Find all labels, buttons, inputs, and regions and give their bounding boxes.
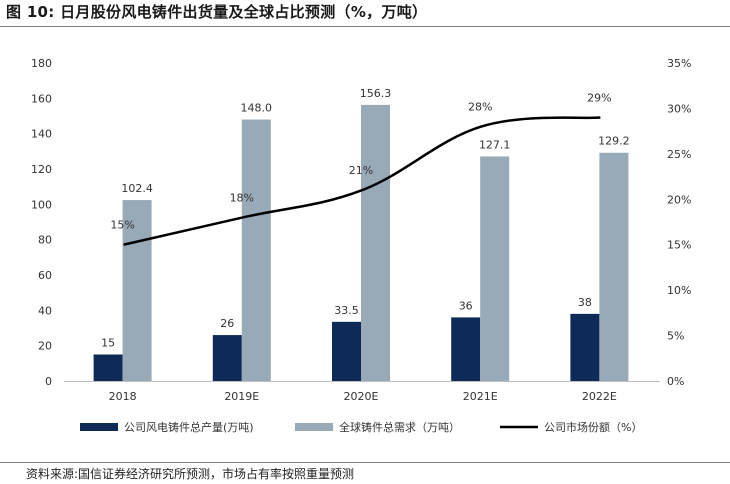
chart: 0 20 40 60 80 100 120 140 160 180 0% 5% 10% 15% 20% 25… — [31, 57, 691, 434]
bar-data-label: 127.1 — [479, 138, 511, 151]
y-left-tick-label: 180 — [31, 57, 52, 70]
bar-data-label: 38 — [578, 296, 592, 309]
y-left-tick-label: 100 — [31, 198, 52, 211]
x-tick-label: 2018 — [109, 390, 137, 403]
line-data-label: 15% — [110, 219, 134, 232]
bar-data-label: 102.4 — [121, 182, 153, 195]
legend-label: 公司市场份额（%） — [544, 420, 642, 434]
y-left-tick-label: 160 — [31, 92, 52, 105]
y-left-axis: 0 20 40 60 80 100 120 140 160 180 — [31, 57, 52, 388]
y-left-tick-label: 20 — [38, 340, 52, 353]
y-right-tick-label: 10% — [667, 284, 691, 297]
bar-global-demand — [361, 104, 390, 382]
y-right-tick-label: 0% — [667, 375, 684, 388]
y-left-tick-label: 40 — [38, 304, 52, 317]
y-right-tick-label: 20% — [667, 193, 691, 206]
y-right-axis: 0% 5% 10% 15% 20% 25% 30% 35% — [667, 57, 691, 388]
legend-label: 公司风电铸件总产量(万吨) — [124, 420, 254, 434]
legend-swatch — [295, 423, 333, 431]
x-axis: 2018 2019E 2020E 2021E 2022E — [109, 390, 617, 403]
x-tick-label: 2021E — [463, 390, 498, 403]
bars: 15 26 33.5 36 38 102.4 148.0 156.3 127.1 129.2 — [93, 87, 630, 382]
y-left-tick-label: 80 — [38, 234, 52, 247]
bar-company-output — [212, 335, 242, 381]
legend-swatch — [80, 423, 118, 431]
legend-label: 全球铸件总需求（万吨） — [339, 420, 460, 434]
source-note: 资料来源:国信证券经济研究所预测，市场占有率按照重量预测 — [26, 467, 355, 481]
share-line: 15% 18% 21% 28% 29% — [110, 92, 612, 246]
bar-global-demand — [480, 156, 510, 381]
bar-company-output — [570, 313, 600, 381]
line-data-label: 18% — [230, 191, 254, 204]
y-left-tick-label: 140 — [31, 128, 52, 141]
line-data-label: 21% — [349, 164, 373, 177]
y-right-tick-label: 25% — [667, 148, 691, 161]
bar-data-label: 36 — [459, 299, 473, 312]
line-data-label: 29% — [587, 92, 611, 105]
bar-global-demand — [241, 119, 271, 382]
x-tick-label: 2019E — [224, 390, 259, 403]
legend: 公司风电铸件总产量(万吨) 全球铸件总需求（万吨） 公司市场份额（%） — [80, 420, 642, 434]
bar-company-output — [451, 317, 481, 381]
y-right-tick-label: 30% — [667, 102, 691, 115]
share-line-path — [123, 116, 601, 246]
bar-data-label: 15 — [101, 337, 115, 350]
source-rule — [0, 462, 730, 463]
bar-data-label: 26 — [220, 317, 234, 330]
y-left-tick-label: 120 — [31, 163, 52, 176]
figure-title: 图 10: 日月股份风电铸件出货量及全球占比预测（%，万吨） — [6, 3, 428, 21]
y-left-tick-label: 60 — [38, 269, 52, 282]
bar-data-label: 156.3 — [360, 87, 392, 100]
bar-global-demand — [122, 200, 152, 381]
bar-data-label: 129.2 — [598, 135, 630, 148]
bar-global-demand — [599, 152, 629, 381]
bar-company-output — [332, 321, 361, 381]
title-rule — [0, 26, 730, 27]
bar-data-label: 33.5 — [334, 304, 359, 317]
y-right-tick-label: 5% — [667, 330, 684, 343]
y-left-tick-label: 0 — [45, 375, 52, 388]
x-tick-label: 2020E — [344, 390, 379, 403]
line-data-label: 28% — [468, 101, 492, 114]
y-right-tick-label: 15% — [667, 239, 691, 252]
bar-data-label: 148.0 — [241, 102, 273, 115]
bar-company-output — [93, 354, 123, 381]
y-right-tick-label: 35% — [667, 57, 691, 70]
x-tick-label: 2022E — [582, 390, 617, 403]
